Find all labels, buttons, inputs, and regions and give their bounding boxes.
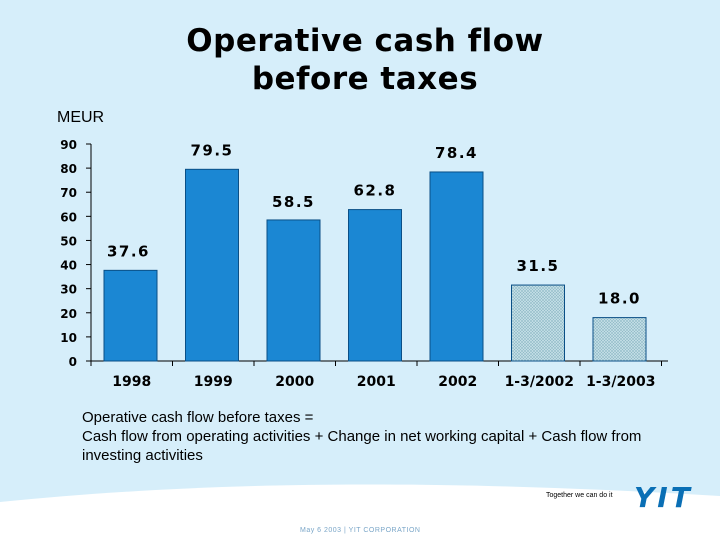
- x-tick-label: 2002: [438, 374, 477, 390]
- bar: [185, 168, 239, 362]
- y-tick-label: 50: [60, 234, 77, 248]
- yit-logo: YIT: [634, 481, 693, 514]
- y-tick-label: 80: [60, 162, 77, 176]
- x-tick-label: 1999: [194, 374, 233, 390]
- slogan-text: Together we can do it: [546, 492, 613, 499]
- title-line-1: Operative cash flow: [186, 23, 544, 59]
- data-label: 78.4: [435, 144, 478, 162]
- data-label: 62.8: [353, 182, 396, 200]
- x-tick-label: 1-3/2003: [586, 374, 655, 390]
- y-tick-label: 30: [60, 283, 77, 297]
- y-tick-label: 10: [60, 331, 77, 345]
- data-label: 18.0: [598, 290, 641, 308]
- bar: [511, 284, 565, 362]
- description-line-2: Cash flow from operating activities + Ch…: [82, 428, 642, 464]
- title-line-2: before taxes: [251, 61, 479, 97]
- data-label: 31.5: [516, 257, 559, 275]
- data-label: 58.5: [272, 193, 315, 211]
- x-tick-label: 1-3/2002: [505, 374, 574, 390]
- x-tick-label: 2000: [275, 374, 314, 390]
- data-label: 37.6: [107, 242, 150, 260]
- bar: [266, 219, 321, 362]
- footer-text: May 6 2003 | YIT CORPORATION: [300, 527, 421, 534]
- y-tick-label: 60: [60, 210, 77, 224]
- footer-wave: [0, 484, 720, 540]
- y-tick-label: 90: [60, 138, 77, 152]
- description-line-1: Operative cash flow before taxes =: [82, 409, 314, 426]
- bar: [103, 269, 158, 362]
- bar: [592, 317, 647, 362]
- bar: [429, 171, 484, 362]
- data-label: 79.5: [190, 141, 233, 159]
- y-tick-label: 20: [60, 307, 77, 321]
- bar: [348, 209, 402, 362]
- bar-chart: 0 10 20 30 40 50 60 70 80 90 37.6 1998 79.5 1999 58.5 2…: [60, 138, 668, 390]
- y-tick-label: 70: [60, 186, 77, 200]
- formula-description: Operative cash flow before taxes = Cash …: [82, 408, 672, 465]
- y-axis-unit: MEUR: [57, 109, 105, 126]
- y-tick-label: 0: [69, 355, 77, 369]
- y-tick-label: 40: [60, 259, 77, 273]
- x-tick-label: 2001: [357, 374, 396, 390]
- slide-title: Operative cash flow before taxes: [0, 22, 720, 98]
- x-tick-label: 1998: [112, 374, 151, 390]
